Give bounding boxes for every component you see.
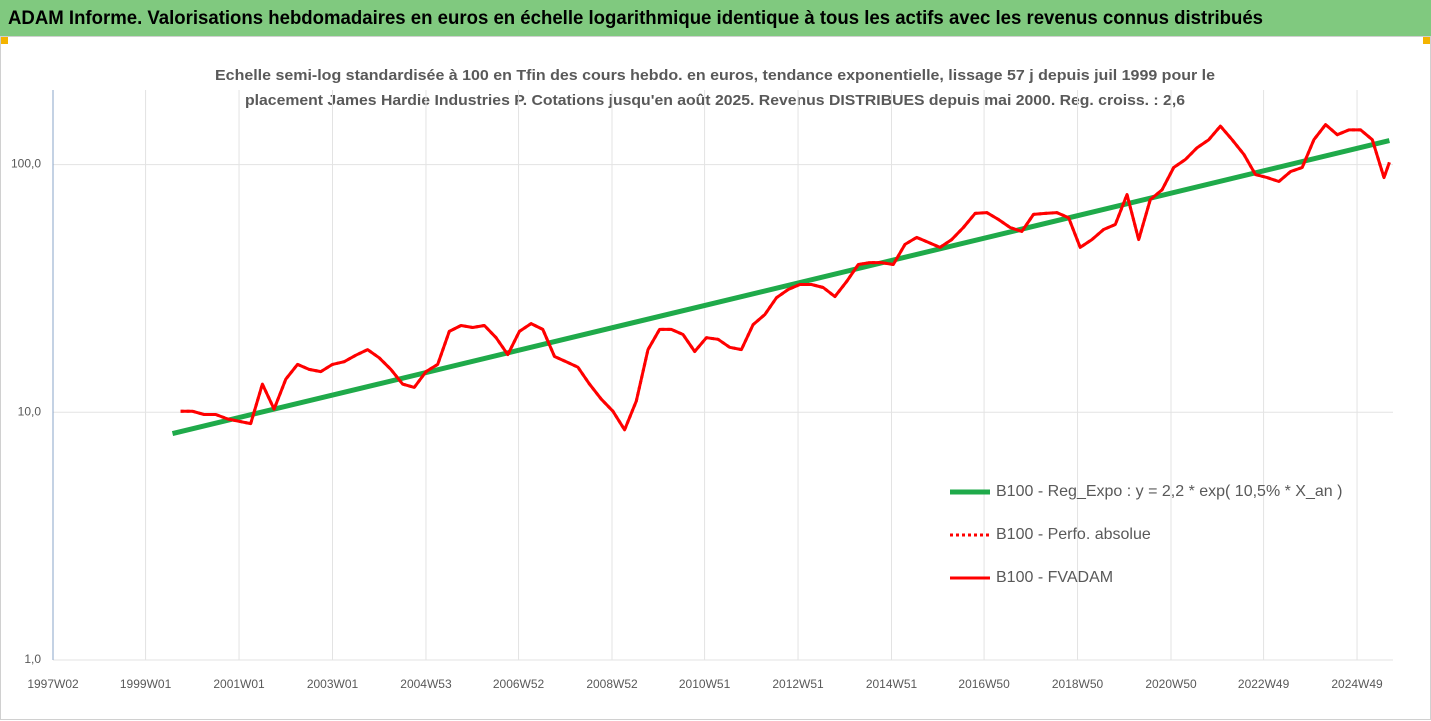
series-line bbox=[180, 123, 1391, 432]
x-tick-label: 2022W49 bbox=[1238, 677, 1290, 691]
series-line bbox=[180, 123, 1391, 432]
x-tick-label: 2008W52 bbox=[586, 677, 638, 691]
x-tick-label: 2024W49 bbox=[1331, 677, 1383, 691]
y-tick-label: 100,0 bbox=[11, 157, 41, 171]
x-tick-label: 2001W01 bbox=[213, 677, 265, 691]
chart-subtitle: placement James Hardie Industries P. Cot… bbox=[245, 92, 1185, 109]
x-tick-label: 2003W01 bbox=[307, 677, 359, 691]
chart-frame bbox=[0, 36, 1431, 720]
x-tick-label: 2006W52 bbox=[493, 677, 545, 691]
y-tick-label: 1,0 bbox=[24, 652, 41, 666]
legend-label: B100 - Perfo. absolue bbox=[996, 526, 1151, 543]
y-tick-label: 10,0 bbox=[18, 404, 42, 418]
x-tick-label: 2004W53 bbox=[400, 677, 452, 691]
series-line bbox=[171, 138, 1390, 437]
chart-title: ADAM Informe. Valorisations hebdomadaire… bbox=[8, 8, 1263, 29]
legend-label: B100 - Reg_Expo : y = 2,2 * exp( 10,5% *… bbox=[996, 483, 1342, 500]
x-tick-label: 2012W51 bbox=[772, 677, 824, 691]
corner bbox=[0, 36, 8, 44]
x-tick-label: 2020W50 bbox=[1145, 677, 1197, 691]
x-tick-label: 2018W50 bbox=[1052, 677, 1104, 691]
x-tick-label: 2014W51 bbox=[866, 677, 918, 691]
x-tick-label: 1999W01 bbox=[120, 677, 172, 691]
legend-label: B100 - FVADAM bbox=[996, 569, 1113, 586]
corner bbox=[1423, 36, 1431, 44]
chart-subtitle: Echelle semi-log standardisée à 100 en T… bbox=[215, 67, 1215, 84]
title-banner bbox=[0, 0, 1431, 36]
x-tick-label: 2016W50 bbox=[958, 677, 1010, 691]
x-tick-label: 1997W02 bbox=[27, 677, 79, 691]
x-tick-label: 2010W51 bbox=[679, 677, 731, 691]
